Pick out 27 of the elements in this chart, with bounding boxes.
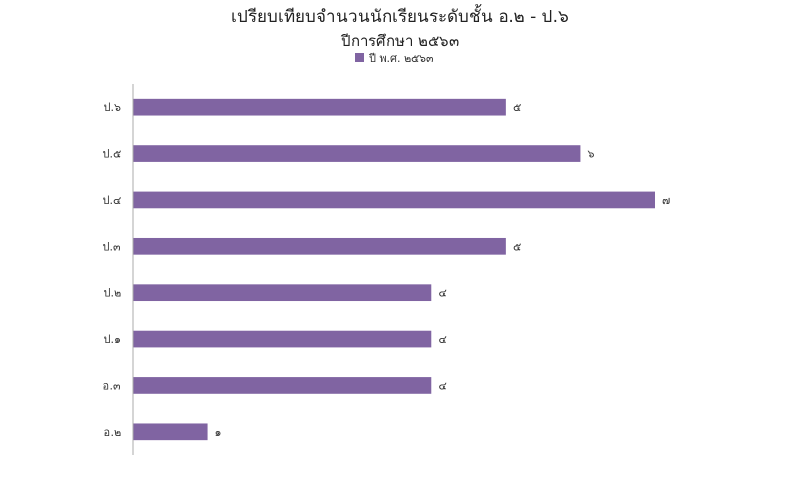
chart-subtitle: ปีการศึกษา ๒๕๖๓ bbox=[340, 32, 459, 50]
data-label: ๗ bbox=[662, 194, 670, 207]
data-label: ๑ bbox=[214, 426, 222, 439]
y-tick-label: อ.๓ bbox=[102, 379, 121, 392]
bar bbox=[133, 284, 432, 302]
y-tick-label: อ.๒ bbox=[104, 426, 121, 439]
bar bbox=[133, 192, 655, 208]
y-tick-label: ป.๔ bbox=[102, 194, 121, 207]
data-label: ๖ bbox=[587, 148, 594, 161]
data-label: ๔ bbox=[438, 379, 446, 392]
y-tick-label: ป.๖ bbox=[104, 101, 121, 114]
y-tick-label: ป.๑ bbox=[104, 333, 121, 346]
chart-title: เปรียบเทียบจำนวนนักเรียนระดับชั้น อ.๒ - ป.๖ bbox=[230, 4, 570, 27]
bar bbox=[133, 238, 506, 255]
bar bbox=[133, 98, 506, 116]
legend-label: ปี พ.ศ. ๒๕๖๓ bbox=[368, 52, 434, 65]
bar bbox=[133, 423, 208, 440]
data-label: ๔ bbox=[438, 286, 446, 300]
bar bbox=[133, 330, 432, 348]
y-tick-label: ป.๓ bbox=[102, 240, 121, 254]
data-label: ๔ bbox=[438, 333, 446, 346]
y-tick-label: ป.๒ bbox=[104, 286, 121, 300]
bar bbox=[133, 145, 580, 162]
bar bbox=[133, 377, 432, 394]
y-tick-label: ป.๕ bbox=[102, 148, 121, 161]
data-label: ๕ bbox=[512, 240, 521, 254]
data-label: ๕ bbox=[512, 101, 521, 114]
